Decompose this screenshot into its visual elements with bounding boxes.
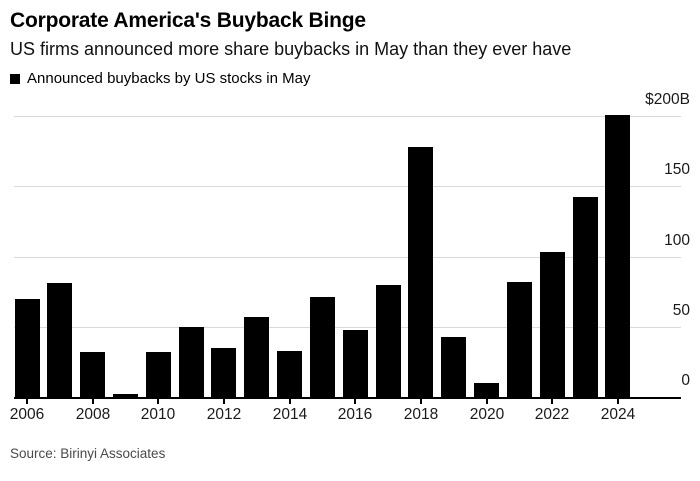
- y-axis-label-50: 50: [672, 302, 690, 319]
- x-axis-label-2006: 2006: [9, 406, 45, 423]
- x-axis-label-2010: 2010: [140, 406, 176, 423]
- chart-title: Corporate America's Buyback Binge: [10, 9, 366, 32]
- gridline-100: [14, 257, 681, 258]
- y-axis-label-0: 0: [681, 372, 690, 389]
- y-axis-label-200: $200B: [645, 91, 690, 108]
- x-axis-label-2008: 2008: [75, 406, 111, 423]
- x-axis-label-2016: 2016: [337, 406, 373, 423]
- x-axis-label-2012: 2012: [206, 406, 242, 423]
- x-axis-label-2020: 2020: [469, 406, 505, 423]
- gridline-50: [14, 327, 681, 328]
- bar-2019: [441, 337, 466, 397]
- x-axis-label-2018: 2018: [403, 406, 439, 423]
- gridline-150: [14, 186, 681, 187]
- source-note: Source: Birinyi Associates: [10, 446, 166, 461]
- bar-2022: [540, 252, 565, 397]
- bar-2012: [211, 348, 236, 397]
- legend-label: Announced buybacks by US stocks in May: [27, 70, 311, 87]
- x-tick-2006: [26, 399, 28, 404]
- x-tick-2012: [223, 399, 225, 404]
- y-axis-label-150: 150: [664, 161, 690, 178]
- bar-2015: [310, 297, 335, 397]
- y-axis-label-100: 100: [664, 232, 690, 249]
- bar-2017: [376, 285, 401, 397]
- x-tick-2014: [289, 399, 291, 404]
- gridline-200: [14, 116, 681, 117]
- x-axis-line: [14, 397, 681, 399]
- x-axis-label-2024: 2024: [600, 406, 636, 423]
- bar-2007: [47, 283, 72, 397]
- x-tick-2010: [157, 399, 159, 404]
- legend: Announced buybacks by US stocks in May: [10, 70, 310, 87]
- x-tick-2018: [420, 399, 422, 404]
- bar-2018: [408, 147, 433, 397]
- bar-2009: [113, 394, 138, 397]
- bar-2021: [507, 282, 532, 397]
- bar-2013: [244, 317, 269, 397]
- chart-subtitle: US firms announced more share buybacks i…: [10, 39, 572, 59]
- bar-2024: [605, 115, 630, 397]
- x-axis-label-2022: 2022: [534, 406, 570, 423]
- legend-swatch-icon: [10, 73, 20, 84]
- x-tick-2024: [617, 399, 619, 404]
- bar-2008: [80, 352, 105, 397]
- x-tick-2016: [354, 399, 356, 404]
- bar-2023: [573, 197, 598, 397]
- x-axis-label-2014: 2014: [272, 406, 308, 423]
- bar-2014: [277, 351, 302, 397]
- bar-2020: [474, 383, 499, 397]
- bar-2011: [179, 327, 204, 397]
- bar-2010: [146, 352, 171, 397]
- x-tick-2022: [551, 399, 553, 404]
- x-tick-2008: [92, 399, 94, 404]
- bar-2006: [15, 299, 40, 397]
- x-tick-2020: [486, 399, 488, 404]
- bar-2016: [343, 330, 368, 397]
